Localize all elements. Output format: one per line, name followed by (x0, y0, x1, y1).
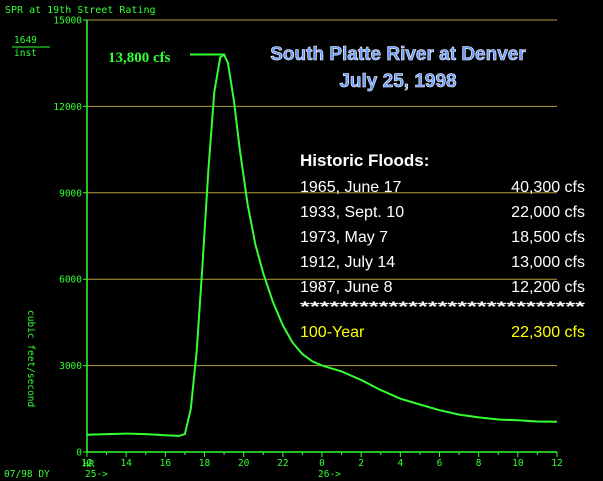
discharge-line (86, 53, 558, 437)
x-tick-label: 8 (476, 458, 482, 469)
y-tick-label: 9000 (59, 188, 82, 199)
flood-event: 1987, June 8 (300, 279, 393, 296)
flood-event: 1933, Sept. 10 (300, 204, 404, 221)
x-tick-label: 18 (199, 458, 211, 469)
flood-flow: 13,000 cfs (511, 254, 585, 271)
station-label: SPR at 19th Street Rating (5, 5, 156, 16)
peak-label: 13,800 cfs (108, 50, 171, 66)
x-tick-label: 12 (81, 458, 92, 469)
x-tick-label: 22 (277, 458, 288, 469)
x-tick-label: 20 (238, 458, 250, 469)
y-tick-label: 12000 (53, 102, 82, 113)
y-tick-label: 15000 (53, 16, 82, 27)
hour-label: HR (83, 459, 95, 470)
flood-event: 1965, June 17 (300, 179, 402, 196)
flood-event: 1912, July 14 (300, 254, 395, 271)
x-tick-label: 12 (551, 458, 562, 469)
table-separator: ***************************** (300, 298, 586, 314)
x-tick-label: 10 (512, 458, 524, 469)
y-tick-labels: 0 3000 6000 9000 12000 15000 (53, 16, 82, 459)
x-tick-label: 0 (319, 458, 325, 469)
x-tick-label: 14 (120, 458, 132, 469)
chart-title-line2: July 25, 1998 (339, 71, 456, 92)
hundred-year-flow: 22,300 cfs (511, 324, 585, 341)
x-tick-label: 16 (160, 458, 172, 469)
y-tick-label: 6000 (59, 275, 82, 286)
current-label: inst (14, 48, 37, 59)
flood-flow: 12,200 cfs (511, 279, 585, 296)
x-tick-label: 6 (437, 458, 443, 469)
hundred-year-event: 100-Year (300, 324, 365, 341)
flood-flow: 22,000 cfs (511, 204, 585, 221)
historic-floods-table: Historic Floods: 1965, June 17 40,300 cf… (300, 151, 586, 341)
flood-event: 1973, May 7 (300, 229, 388, 246)
x-tick-label: 2 (358, 458, 364, 469)
day1-label: 25-> (85, 469, 108, 480)
date-label: 07/98 DY (4, 469, 50, 480)
flood-flow: 18,500 cfs (511, 229, 585, 246)
grid-layer (83, 19, 558, 457)
x-tick-labels: 12 14 16 18 20 22 0 2 4 6 8 10 12 (81, 458, 562, 469)
x-tick-label: 4 (397, 458, 403, 469)
current-value: 1649 (14, 35, 37, 46)
day2-label: 26-> (318, 469, 341, 480)
y-axis-label: cubic feet/second (25, 310, 36, 407)
y-tick-label: 3000 (59, 361, 82, 372)
historic-heading: Historic Floods: (300, 151, 429, 170)
flood-flow: 40,300 cfs (511, 179, 585, 196)
y-tick-label: 0 (76, 448, 82, 459)
chart-title-line1: South Platte River at Denver (270, 44, 526, 65)
